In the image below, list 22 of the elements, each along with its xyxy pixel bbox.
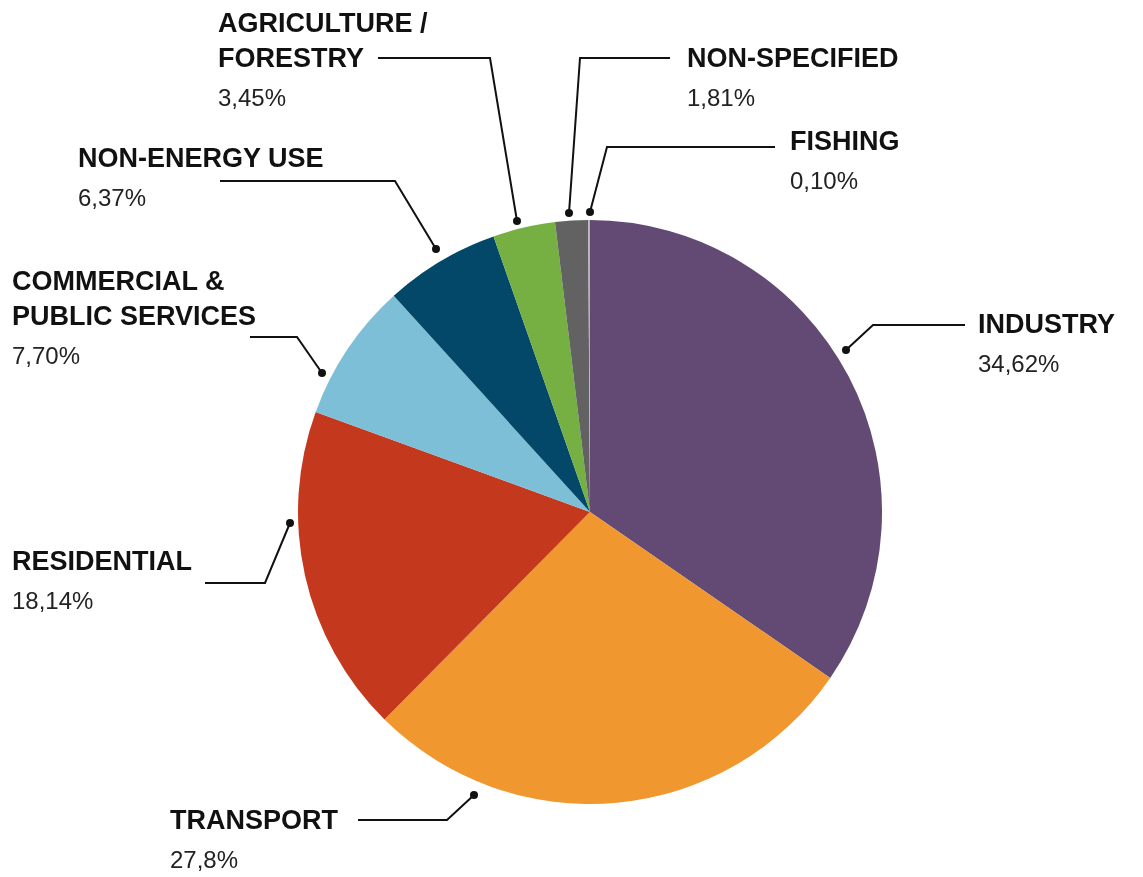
pie-slice [393, 236, 590, 512]
data-label: 1,81% [687, 84, 756, 111]
slice-label: FISHING [790, 126, 900, 156]
slice-label: AGRICULTURE / FORESTRY [218, 8, 428, 73]
slice-label: COMMERCIAL & PUBLIC SERVICES [12, 266, 257, 331]
slice-label: RESIDENTIAL [12, 546, 193, 576]
slice-label: NON-SPECIFIED [687, 43, 899, 73]
slice-label: INDUSTRY [978, 309, 1116, 339]
data-label: 0,10% [790, 167, 859, 194]
data-label: 6,37% [78, 184, 147, 211]
pie-slice [493, 222, 590, 512]
data-label: 27,8% [170, 846, 239, 873]
slice-label: TRANSPORT [170, 805, 339, 835]
data-label: 34,62% [978, 350, 1060, 377]
data-label: 7,70% [12, 342, 81, 369]
pie-slice [298, 411, 590, 720]
data-label: 3,45% [218, 84, 287, 111]
pie-slice [384, 512, 831, 804]
pie-slice [590, 220, 882, 678]
slice-label: NON-ENERGY USE [78, 143, 324, 173]
pie-slice [315, 295, 590, 512]
data-label: 18,14% [12, 587, 94, 614]
